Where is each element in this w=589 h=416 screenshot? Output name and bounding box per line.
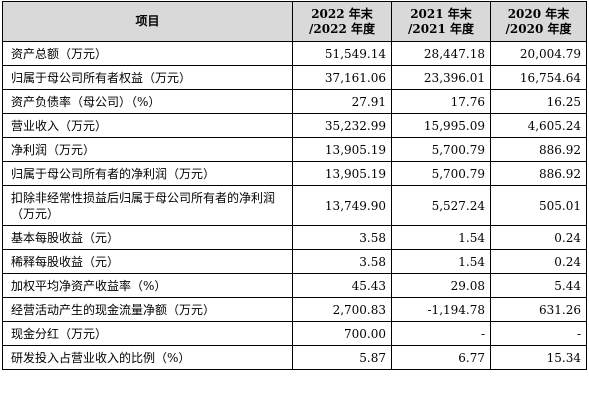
cell-2020: - [490,321,587,346]
row-label: 归属于母公司所有者权益（万元） [2,65,293,90]
table-row: 营业收入（万元） 35,232.99 15,995.09 4,605.24 [2,113,587,138]
cell-2021: - [391,321,491,346]
table-row: 扣除非经常性损益后归属于母公司所有者的净利润（万元） 13,749.90 5,5… [2,185,587,226]
table-row: 现金分红（万元） 700.00 - - [2,321,587,346]
cell-2020: 505.01 [490,185,587,226]
cell-2022: 35,232.99 [292,113,392,138]
cell-2022: 13,905.19 [292,161,392,186]
financial-summary-table-container: 项目 2022 年末 /2022 年度 2021 年末 /2021 年度 202… [2,1,587,370]
cell-2020: 631.26 [490,297,587,322]
cell-2022: 700.00 [292,321,392,346]
header-2021-line1: 2021 年末 [410,6,472,21]
cell-2021: 5,700.79 [391,137,491,162]
cell-2022: 13,905.19 [292,137,392,162]
cell-2021: 1.54 [391,249,491,274]
row-label: 加权平均净资产收益率（%） [2,273,293,298]
cell-2020: 0.24 [490,225,587,250]
header-2021: 2021 年末 /2021 年度 [391,1,491,42]
cell-2022: 37,161.06 [292,65,392,90]
row-label: 研发投入占营业收入的比例（%） [2,345,293,370]
cell-2022: 3.58 [292,225,392,250]
cell-2020: 16,754.64 [490,65,587,90]
table-row: 净利润（万元） 13,905.19 5,700.79 886.92 [2,137,587,162]
cell-2021: 15,995.09 [391,113,491,138]
header-2022: 2022 年末 /2022 年度 [292,1,392,42]
cell-2020: 0.24 [490,249,587,274]
row-label: 净利润（万元） [2,137,293,162]
cell-2021: 23,396.01 [391,65,491,90]
financial-summary-table: 项目 2022 年末 /2022 年度 2021 年末 /2021 年度 202… [2,1,587,370]
cell-2020: 20,004.79 [490,41,587,66]
table-row: 归属于母公司所有者权益（万元） 37,161.06 23,396.01 16,7… [2,65,587,90]
table-row: 资产总额（万元） 51,549.14 28,447.18 20,004.79 [2,41,587,66]
row-label: 资产总额（万元） [2,41,293,66]
cell-2021: 5,700.79 [391,161,491,186]
cell-2020: 16.25 [490,89,587,114]
cell-2022: 5.87 [292,345,392,370]
table-header-row: 项目 2022 年末 /2022 年度 2021 年末 /2021 年度 202… [2,1,587,42]
row-label: 营业收入（万元） [2,113,293,138]
row-label: 归属于母公司所有者的净利润（万元） [2,161,293,186]
cell-2020: 15.34 [490,345,587,370]
cell-2020: 5.44 [490,273,587,298]
table-row: 研发投入占营业收入的比例（%） 5.87 6.77 15.34 [2,345,587,370]
table-row: 经营活动产生的现金流量净额（万元） 2,700.83 -1,194.78 631… [2,297,587,322]
cell-2021: 6.77 [391,345,491,370]
cell-2022: 3.58 [292,249,392,274]
cell-2020: 4,605.24 [490,113,587,138]
cell-2022: 27.91 [292,89,392,114]
header-2020: 2020 年末 /2020 年度 [490,1,587,42]
cell-2021: 17.76 [391,89,491,114]
cell-2021: 28,447.18 [391,41,491,66]
cell-2022: 2,700.83 [292,297,392,322]
table-row: 稀释每股收益（元） 3.58 1.54 0.24 [2,249,587,274]
header-item-label: 项目 [135,14,160,28]
row-label: 稀释每股收益（元） [2,249,293,274]
row-label: 扣除非经常性损益后归属于母公司所有者的净利润（万元） [2,185,293,226]
cell-2022: 45.43 [292,273,392,298]
table-row: 归属于母公司所有者的净利润（万元） 13,905.19 5,700.79 886… [2,161,587,186]
row-label: 资产负债率（母公司）（%） [2,89,293,114]
header-item: 项目 [2,1,293,42]
cell-2020: 886.92 [490,161,587,186]
row-label: 基本每股收益（元） [2,225,293,250]
header-2022-line1: 2022 年末 [311,6,373,21]
cell-2022: 13,749.90 [292,185,392,226]
row-label: 经营活动产生的现金流量净额（万元） [2,297,293,322]
cell-2021: -1,194.78 [391,297,491,322]
cell-2021: 1.54 [391,225,491,250]
table-row: 资产负债率（母公司）（%） 27.91 17.76 16.25 [2,89,587,114]
row-label: 现金分红（万元） [2,321,293,346]
header-2020-line1: 2020 年末 [507,6,570,21]
cell-2021: 29.08 [391,273,491,298]
cell-2021: 5,527.24 [391,185,491,226]
header-2020-line2: /2020 年度 [505,21,572,36]
header-2021-line2: /2021 年度 [408,21,474,36]
table-row: 加权平均净资产收益率（%） 45.43 29.08 5.44 [2,273,587,298]
cell-2020: 886.92 [490,137,587,162]
header-2022-line2: /2022 年度 [309,21,375,36]
table-row: 基本每股收益（元） 3.58 1.54 0.24 [2,225,587,250]
cell-2022: 51,549.14 [292,41,392,66]
